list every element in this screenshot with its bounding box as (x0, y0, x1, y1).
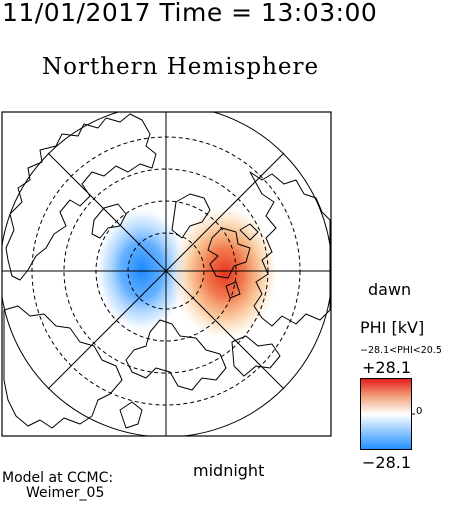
coastline-scandinavia (91, 203, 127, 239)
dawn-label: dawn (368, 280, 412, 299)
timestamp-title: 11/01/2017 Time = 13:03:00 (2, 0, 378, 27)
model-name-label: Weimer_05 (26, 485, 105, 501)
map-frame (1, 111, 332, 437)
meridian-diagonal-2 (47, 152, 285, 390)
colorbar-range: −28.1<PHI<20.5 (360, 345, 442, 356)
coastline-alaska (125, 319, 227, 391)
colorbar-max-label: +28.1 (362, 358, 412, 377)
colorbar-gradient (360, 378, 412, 450)
colorbar (360, 378, 415, 450)
coastline-arctic-islands (207, 227, 251, 279)
coastline-island-small-1 (239, 223, 259, 241)
colorbar-zero-label: 0 (416, 406, 423, 417)
coastline-siberia (3, 305, 123, 429)
hemisphere-title: Northern Hemisphere (42, 54, 320, 80)
coastline-island-small-2 (225, 281, 241, 299)
coastline-north-america (249, 171, 331, 327)
colorbar-title: PHI [kV] (360, 318, 425, 337)
midnight-label: midnight (193, 461, 265, 480)
model-source-label: Model at CCMC: (2, 470, 114, 486)
meridian-lines (2, 112, 331, 436)
positive-potential-cell (171, 205, 279, 341)
coastline-bering (231, 335, 281, 377)
coastline-eurasia (5, 113, 157, 281)
coastline-kamchatka (119, 401, 143, 429)
coastline-greenland (171, 193, 211, 239)
polar-map (1, 111, 332, 437)
colorbar-min-label: −28.1 (362, 453, 412, 472)
coastlines (3, 113, 331, 429)
